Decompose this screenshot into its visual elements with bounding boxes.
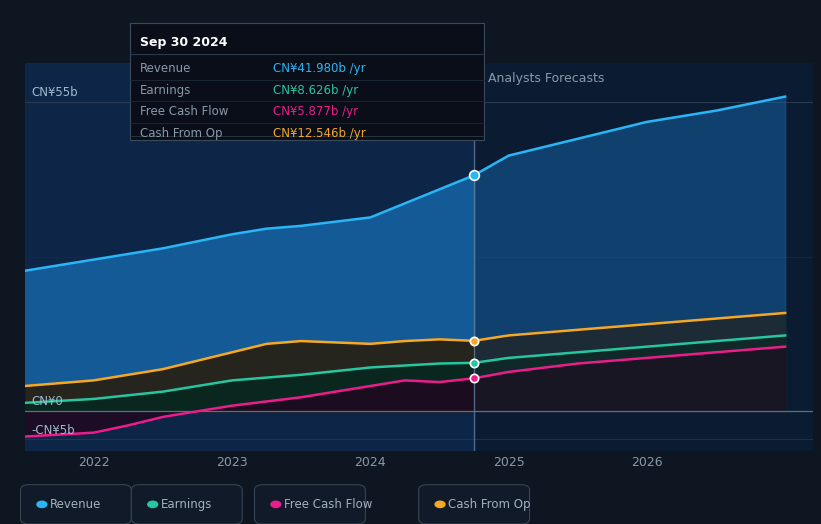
Text: -CN¥5b: -CN¥5b [31,423,76,436]
Text: Cash From Op: Cash From Op [140,127,222,140]
Text: CN¥55b: CN¥55b [31,86,78,100]
Text: CN¥5.877b /yr: CN¥5.877b /yr [273,105,359,118]
Bar [474,63,813,451]
Text: CN¥12.546b /yr: CN¥12.546b /yr [273,127,366,140]
Text: Sep 30 2024: Sep 30 2024 [140,36,227,49]
Text: CN¥41.980b /yr: CN¥41.980b /yr [273,62,366,75]
Text: CN¥8.626b /yr: CN¥8.626b /yr [273,84,359,97]
Text: Earnings: Earnings [140,84,191,97]
Text: Revenue: Revenue [50,498,102,511]
Text: Free Cash Flow: Free Cash Flow [284,498,373,511]
Text: Revenue: Revenue [140,62,191,75]
Text: Analysts Forecasts: Analysts Forecasts [488,72,604,85]
Text: CN¥0: CN¥0 [31,396,63,409]
Text: Past: Past [438,72,465,85]
Text: Free Cash Flow: Free Cash Flow [140,105,228,118]
Text: Earnings: Earnings [161,498,213,511]
Bar [25,63,474,451]
Text: Cash From Op: Cash From Op [448,498,530,511]
